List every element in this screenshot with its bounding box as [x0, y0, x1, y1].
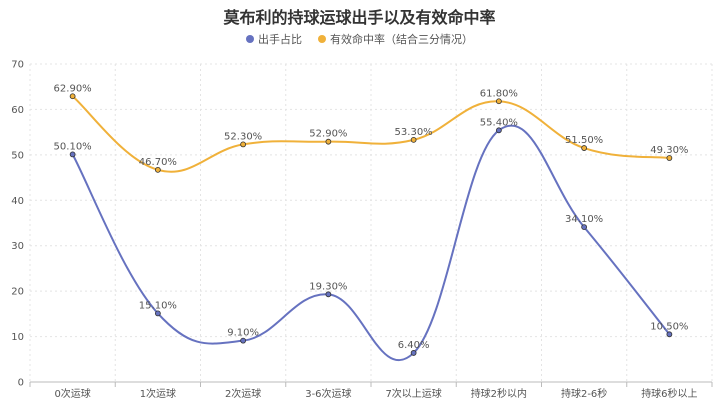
data-label: 52.30%: [224, 131, 262, 142]
x-tick-label: 0次运球: [54, 387, 90, 400]
y-tick-label: 20: [11, 287, 24, 298]
data-point: [240, 141, 247, 148]
data-label: 61.80%: [480, 88, 518, 99]
x-tick-label: 持球6秒以上: [641, 387, 697, 400]
y-tick-label: 40: [11, 196, 24, 207]
series-line-1: [71, 95, 670, 173]
legend-swatch-efg: [318, 35, 326, 43]
data-point: [666, 155, 673, 161]
y-tick-label: 50: [11, 150, 24, 161]
data-label: 53.30%: [395, 127, 433, 138]
data-label: 51.50%: [565, 135, 603, 146]
data-label: 50.10%: [54, 141, 92, 152]
data-label: 55.40%: [480, 117, 518, 128]
series-line-0: [71, 124, 671, 362]
data-label: 49.30%: [650, 145, 688, 156]
x-tick-label: 持球2秒以内: [471, 387, 527, 400]
data-label: 19.30%: [309, 281, 347, 292]
data-label: 52.90%: [309, 129, 347, 140]
data-point: [154, 310, 161, 317]
data-point: [410, 136, 417, 143]
data-point: [69, 93, 76, 100]
y-tick-label: 10: [11, 332, 24, 343]
data-point: [495, 127, 502, 134]
data-point: [325, 291, 332, 298]
y-tick-label: 60: [11, 105, 24, 116]
data-point: [325, 138, 332, 145]
data-label: 6.40%: [398, 340, 430, 351]
x-tick-label: 2次运球: [225, 387, 261, 400]
data-label: 62.90%: [54, 83, 92, 94]
data-point: [581, 224, 588, 230]
y-tick-label: 70: [11, 60, 24, 71]
legend-item-efg[interactable]: 有效命中率（结合三分情况）: [318, 31, 473, 47]
data-label: 34.10%: [565, 214, 603, 225]
chart-title: 莫布利的持球运球出手以及有效命中率: [223, 8, 496, 27]
data-point: [154, 166, 161, 173]
data-label: 15.10%: [139, 300, 177, 311]
data-point: [69, 151, 76, 158]
data-point: [495, 98, 502, 105]
data-point: [666, 331, 673, 338]
y-tick-label: 30: [11, 241, 24, 252]
legend: 出手占比 有效命中率（结合三分情况）: [0, 31, 719, 47]
data-label: 10.50%: [650, 321, 688, 332]
data-point: [410, 350, 417, 356]
legend-item-shot-share[interactable]: 出手占比: [246, 31, 302, 47]
y-tick-label: 0: [18, 378, 24, 389]
legend-label-shot-share: 出手占比: [258, 33, 302, 46]
data-label: 9.10%: [227, 328, 259, 339]
data-label: 46.70%: [139, 157, 177, 168]
x-tick-label: 7次以上运球: [385, 387, 441, 400]
x-tick-label: 3-6次运球: [305, 387, 351, 400]
x-tick-label: 持球2-6秒: [561, 387, 607, 400]
data-point: [240, 337, 247, 344]
legend-label-efg: 有效命中率（结合三分情况）: [330, 33, 473, 46]
legend-swatch-shot-share: [246, 35, 254, 43]
data-point: [581, 145, 588, 151]
x-tick-label: 1次运球: [140, 387, 176, 400]
